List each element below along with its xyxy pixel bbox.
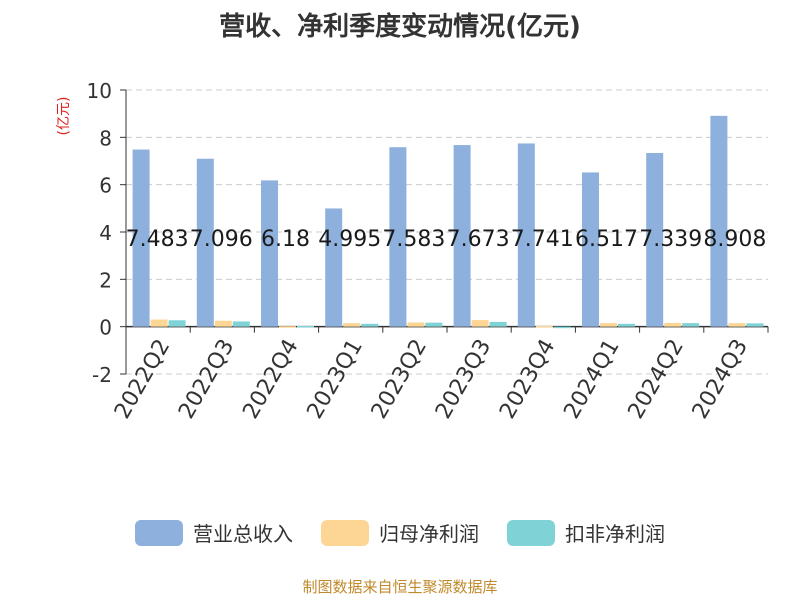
legend-item-revenue[interactable]: 营业总收入 xyxy=(135,518,293,547)
x-tick-label: 2023Q2 xyxy=(367,335,432,423)
bar-deducted-profit xyxy=(168,320,186,327)
bar-revenue xyxy=(132,149,150,327)
data-label-revenue: 4.995 xyxy=(318,227,381,252)
y-tick-label: 10 xyxy=(87,79,112,103)
x-tick-label: 2022Q2 xyxy=(110,335,175,423)
legend-item-net-profit[interactable]: 归母净利润 xyxy=(321,518,479,547)
bar-net-profit xyxy=(664,322,682,327)
bar-deducted-profit xyxy=(232,321,250,327)
data-label-revenue: 7.583 xyxy=(382,227,445,252)
legend-item-deducted-profit[interactable]: 扣非净利润 xyxy=(507,518,665,547)
y-axis-label: (亿元) xyxy=(56,97,72,136)
x-tick-label: 2022Q3 xyxy=(174,335,239,423)
bar-net-profit xyxy=(600,323,617,327)
data-label-revenue: 6.517 xyxy=(575,227,638,252)
bar-net-profit xyxy=(535,325,553,328)
x-tick-label: 2024Q1 xyxy=(559,335,624,423)
bar-deducted-profit xyxy=(682,323,700,327)
bar-net-profit xyxy=(214,320,232,327)
data-label-revenue: 7.483 xyxy=(126,227,189,252)
x-tick-label: 2023Q4 xyxy=(495,335,560,423)
legend-label-net-profit: 归母净利润 xyxy=(379,522,479,546)
x-tick-label: 2022Q4 xyxy=(238,335,303,423)
bar-revenue xyxy=(453,145,471,327)
bar-revenue xyxy=(517,143,535,327)
bar-net-profit xyxy=(471,320,489,327)
x-tick-label: 2023Q3 xyxy=(431,335,496,423)
legend-swatch-net-profit xyxy=(321,519,369,546)
bar-deducted-profit xyxy=(361,323,379,327)
y-tick-label: 8 xyxy=(99,126,112,150)
bar-revenue xyxy=(196,158,214,327)
x-tick-label: 2023Q1 xyxy=(303,335,368,423)
legend-swatch-revenue xyxy=(135,519,183,546)
legend: 营业总收入 归母净利润 扣非净利润 xyxy=(0,518,800,547)
data-source-note: 制图数据来自恒生聚源数据库 xyxy=(302,578,498,596)
bar-revenue xyxy=(710,115,728,327)
y-tick-label: 2 xyxy=(99,268,112,292)
data-label-revenue: 8.908 xyxy=(703,227,766,252)
bar-net-profit xyxy=(150,319,168,327)
y-tick-label: 4 xyxy=(99,221,112,245)
bar-revenue xyxy=(582,172,599,327)
bar-revenue xyxy=(325,208,343,327)
data-label-revenue: 6.18 xyxy=(261,227,310,252)
chart-title: 营收、净利季度变动情况(亿元) xyxy=(219,12,581,42)
y-tick-label: 6 xyxy=(99,174,112,198)
legend-label-deducted-profit: 扣非净利润 xyxy=(565,522,665,546)
y-tick-label: -2 xyxy=(92,363,112,387)
bar-deducted-profit xyxy=(425,322,443,327)
bar-revenue xyxy=(389,147,407,327)
data-label-revenue: 7.339 xyxy=(639,227,702,252)
bar-net-profit xyxy=(728,323,746,327)
bar-net-profit xyxy=(343,323,361,327)
bar-deducted-profit xyxy=(553,326,571,329)
legend-swatch-deducted-profit xyxy=(507,519,555,546)
x-tick-label: 2024Q3 xyxy=(688,335,753,423)
bar-deducted-profit xyxy=(489,321,507,327)
x-tick-label: 2024Q2 xyxy=(624,335,689,423)
data-label-revenue: 7.673 xyxy=(447,227,510,252)
legend-label-revenue: 营业总收入 xyxy=(193,522,293,546)
bar-revenue xyxy=(646,152,664,327)
data-label-revenue: 7.741 xyxy=(511,227,574,252)
bar-net-profit xyxy=(279,326,296,328)
bar-deducted-profit xyxy=(297,325,314,328)
data-label-revenue: 7.096 xyxy=(190,227,253,252)
bar-net-profit xyxy=(407,322,425,327)
y-tick-label: 0 xyxy=(99,316,112,340)
bar-deducted-profit xyxy=(618,323,635,327)
bar-revenue xyxy=(261,180,278,327)
bar-deducted-profit xyxy=(746,323,764,327)
